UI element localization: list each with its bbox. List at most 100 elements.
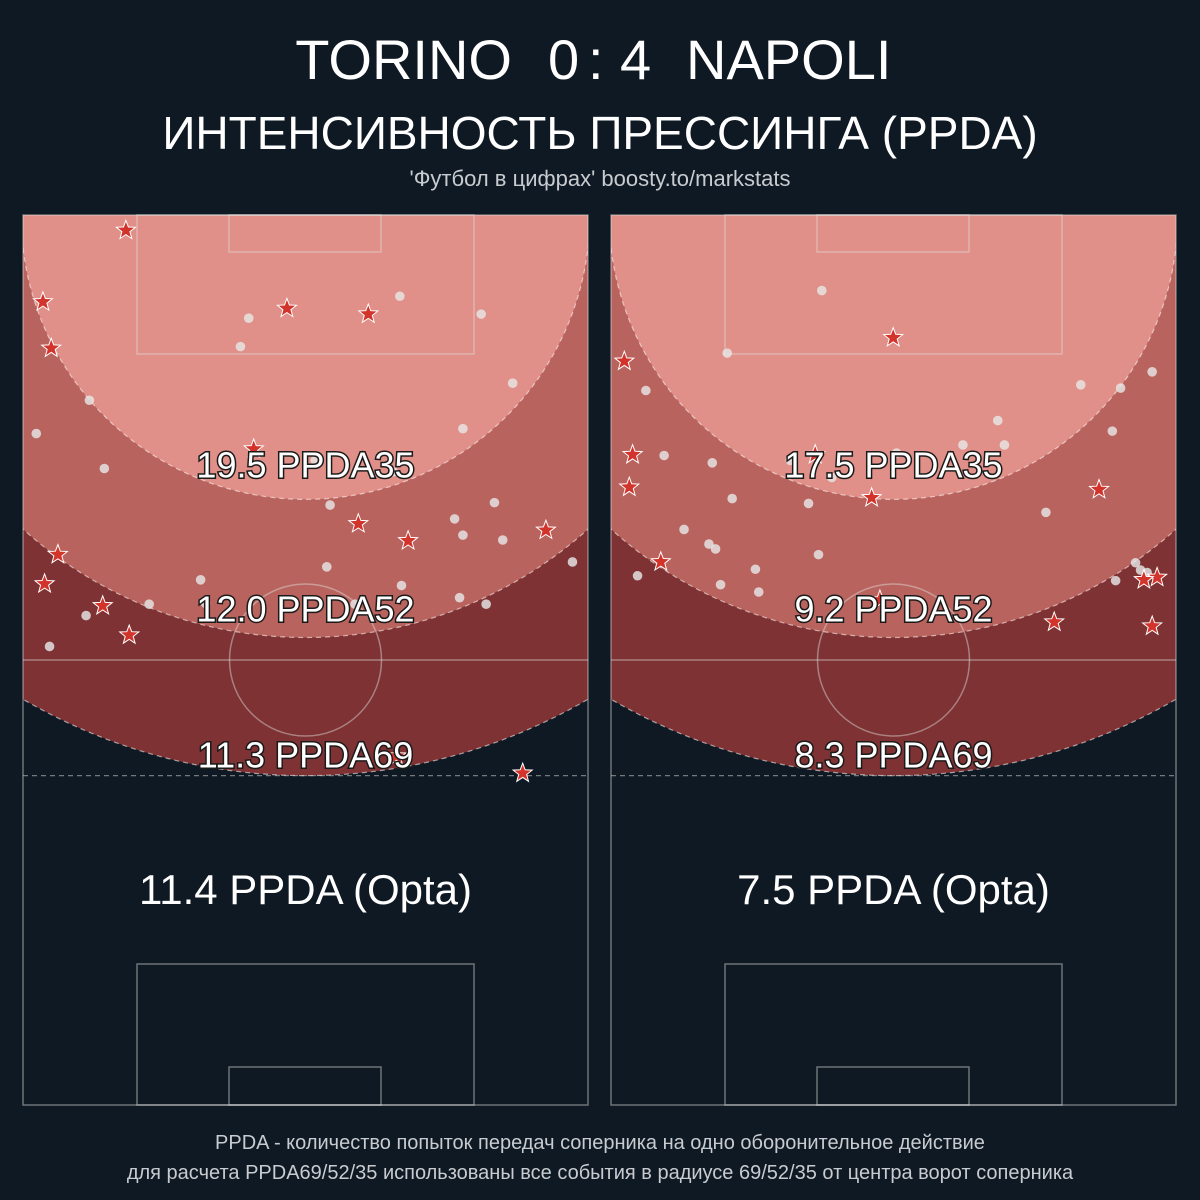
opponent-pass-dot bbox=[31, 428, 42, 439]
ppda-zones bbox=[611, 215, 1176, 777]
opponent-pass-dot bbox=[454, 592, 465, 603]
opponent-pass-dot bbox=[489, 497, 500, 508]
opponent-pass-dot bbox=[710, 544, 721, 554]
opponent-pass-dot bbox=[350, 599, 360, 609]
opponent-pass-dot bbox=[497, 535, 508, 545]
footnote-definition: PPDA - количество попыток передач соперн… bbox=[215, 1132, 985, 1154]
bottom-goal-area bbox=[228, 1066, 382, 1106]
opponent-pass-dot bbox=[1130, 557, 1141, 568]
opponent-pass-dot bbox=[1147, 367, 1157, 377]
opponent-pass-dot bbox=[641, 385, 651, 396]
away-team-name: NAPOLI bbox=[686, 28, 892, 91]
opponent-pass-dot bbox=[310, 455, 320, 466]
match-result: TORINO 0 : 4 NAPOLI bbox=[0, 28, 1200, 92]
home-score: 0 bbox=[548, 28, 580, 91]
opponent-pass-dot bbox=[325, 500, 335, 510]
opponent-pass-dot bbox=[750, 564, 761, 575]
ppda52-label: 12.0 PPDA52 bbox=[196, 589, 414, 630]
ppda35-label: 17.5 PPDA35 bbox=[784, 445, 1002, 486]
defensive-action-star bbox=[613, 349, 636, 371]
defensive-action-star bbox=[385, 744, 408, 766]
bottom-penalty-box bbox=[724, 963, 1063, 1106]
opponent-pass-dot bbox=[659, 450, 669, 461]
bottom-goal-area bbox=[816, 1066, 970, 1106]
opponent-pass-dot bbox=[826, 472, 837, 483]
opponent-pass-dot bbox=[707, 458, 718, 468]
ppda35-zone bbox=[611, 215, 1176, 500]
defensive-action-star bbox=[882, 326, 905, 347]
opponent-pass-dot bbox=[727, 493, 737, 504]
defensive-action-star bbox=[32, 290, 54, 312]
opponent-pass-dot bbox=[1107, 426, 1118, 436]
pitch-outline bbox=[610, 214, 1177, 1106]
opponent-pass-dot bbox=[458, 423, 468, 434]
defensive-action-star bbox=[33, 572, 56, 594]
chart-title: ИНТЕНСИВНОСТЬ ПРЕССИНГА (PPDA) bbox=[162, 107, 1038, 159]
pitch-torino: 19.5 PPDA35 12.0 PPDA52 11.3 PPDA69 11.4 PP… bbox=[22, 214, 589, 1106]
opponent-pass-dot bbox=[567, 557, 578, 567]
defensive-action-star bbox=[1132, 568, 1155, 590]
opponent-pass-dot bbox=[999, 440, 1010, 450]
opponent-pass-dot bbox=[1041, 507, 1051, 518]
opponent-pass-dot bbox=[803, 498, 814, 509]
ppda35-label: 19.5 PPDA35 bbox=[196, 445, 414, 486]
opponent-pass-dot bbox=[235, 341, 246, 352]
centre-circle bbox=[816, 583, 971, 737]
opponent-pass-dot bbox=[476, 309, 486, 319]
opponent-pass-dot bbox=[958, 440, 968, 450]
home-team-name: TORINO bbox=[295, 28, 512, 91]
defensive-action-star bbox=[118, 623, 141, 645]
opponent-pass-dot bbox=[396, 580, 407, 591]
defensive-action-star bbox=[649, 550, 672, 572]
opta-ppda-label: 11.4 PPDA (Opta) bbox=[139, 866, 472, 913]
opponent-pass-dot bbox=[1115, 383, 1126, 393]
away-score: 4 bbox=[620, 28, 652, 91]
opponent-pass-dot bbox=[200, 598, 211, 609]
opponent-pass-dot bbox=[1110, 575, 1121, 586]
opponent-pass-dot bbox=[321, 562, 332, 572]
top-penalty-box bbox=[724, 214, 1063, 355]
pitch-napoli: 17.5 PPDA35 9.2 PPDA52 8.3 PPDA69 7.5 PPDA … bbox=[610, 214, 1177, 1106]
defensive-action-star bbox=[40, 336, 63, 358]
defensive-action-star bbox=[242, 437, 265, 459]
defensive-action-star bbox=[397, 529, 419, 551]
opponent-pass-dot bbox=[243, 313, 254, 323]
pitch-outline bbox=[22, 214, 589, 1106]
opponent-pass-dot bbox=[679, 524, 689, 535]
opponent-pass-dot bbox=[817, 285, 827, 296]
opponent-pass-dot bbox=[992, 415, 1003, 426]
opponent-pass-dot bbox=[753, 587, 764, 597]
top-goal-area bbox=[816, 214, 970, 253]
opponent-pass-dot bbox=[449, 514, 460, 524]
opta-ppda-label: 7.5 PPDA (Opta) bbox=[737, 866, 1050, 913]
defensive-action-star bbox=[91, 594, 114, 616]
ppda69-label: 11.3 PPDA69 bbox=[198, 735, 413, 776]
defensive-action-star bbox=[618, 475, 641, 497]
defensive-action-star bbox=[115, 218, 137, 240]
bottom-penalty-box bbox=[136, 963, 475, 1106]
opponent-pass-dot bbox=[81, 610, 91, 621]
opponent-pass-dot bbox=[891, 448, 902, 458]
opponent-pass-dot bbox=[722, 348, 732, 358]
opponent-pass-dot bbox=[44, 641, 55, 652]
defensive-action-star bbox=[860, 486, 883, 507]
opponent-pass-dot bbox=[458, 530, 468, 540]
opponent-pass-dot bbox=[481, 599, 491, 609]
defensive-action-star bbox=[535, 518, 557, 540]
defensive-action-star bbox=[1141, 614, 1164, 636]
ppda-zones bbox=[23, 215, 588, 777]
ppda52-label: 9.2 PPDA52 bbox=[794, 589, 992, 630]
opponent-pass-dot bbox=[144, 599, 154, 609]
opponent-pass-dot bbox=[195, 575, 206, 585]
opponent-pass-dot bbox=[395, 291, 405, 302]
ppda35-zone bbox=[23, 215, 588, 500]
opponent-pass-dot bbox=[84, 395, 95, 406]
ppda69-label: 8.3 PPDA69 bbox=[794, 735, 992, 776]
defensive-action-star bbox=[46, 543, 69, 564]
defensive-action-star bbox=[511, 761, 534, 783]
opponent-pass-dot bbox=[1075, 380, 1086, 390]
opponent-pass-dot bbox=[507, 378, 518, 388]
defensive-action-star bbox=[276, 296, 298, 318]
score-separator: : bbox=[588, 28, 604, 91]
